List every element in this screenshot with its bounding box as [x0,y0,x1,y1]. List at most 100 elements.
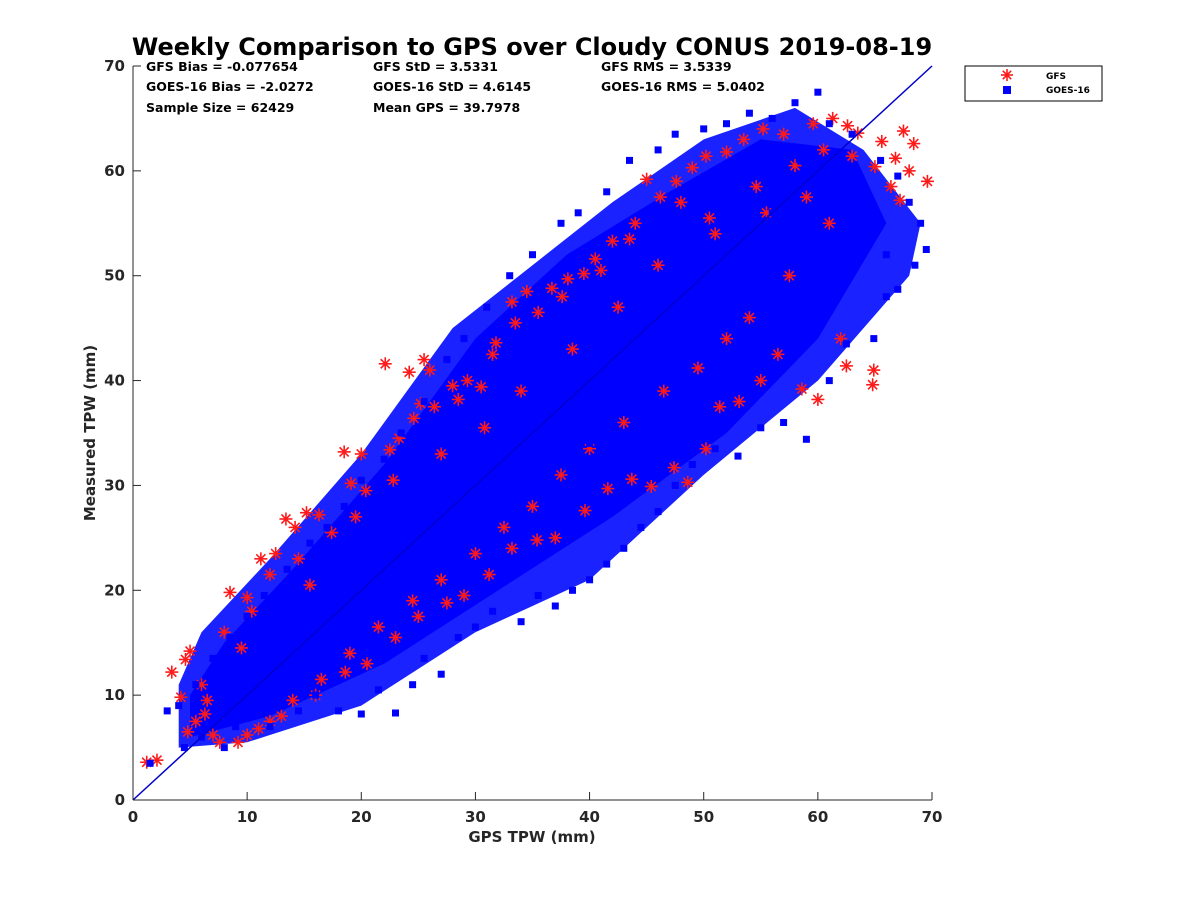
gfs-point [378,357,392,371]
gfs-point [457,589,471,603]
goes16-point [608,314,616,322]
goes16-point [551,602,559,610]
gfs-point [839,359,853,373]
gfs-point [360,657,374,671]
gfs-series [140,111,934,769]
gfs-point [451,392,465,406]
gfs-point [427,400,441,414]
gfs-point [702,211,716,225]
gfs-point [181,725,195,739]
goes16-point [654,508,662,516]
gfs-point [240,591,254,605]
gfs-point [667,461,681,475]
gfs-point [179,652,193,666]
gfs-point [520,284,534,298]
gfs-point [423,363,437,377]
gfs-point [223,585,237,599]
goes16-point [534,592,542,599]
stat-gfs-bias: GFS Bias = -0.077654 [146,59,298,74]
chart-title: Weekly Comparison to GPS over Cloudy CON… [132,33,932,61]
gfs-point [588,252,602,266]
goes16-point [335,565,342,573]
y-axis: 0 10 20 30 40 50 60 70 [104,57,141,809]
goes16-point [780,419,788,426]
gfs-point [691,361,705,375]
y-tick-label: 50 [104,267,125,285]
gfs-point [875,134,889,148]
gfs-point [653,190,667,204]
gfs-point [460,374,474,388]
goes16-point [848,130,856,138]
goes16-point [917,219,925,227]
goes16-point [894,172,902,180]
goes16-point [882,293,890,301]
gfs-point [174,690,188,704]
goes16-point [603,188,611,196]
gfs-point [845,149,859,163]
goes16-point [905,198,913,206]
goes16-point [757,293,765,301]
gfs-point [732,395,746,409]
goes16-point [163,707,171,715]
gfs-point [685,161,699,175]
legend-box [964,65,1103,102]
gfs-point [699,149,713,163]
goes16-point [825,377,833,385]
gfs-point [206,728,220,742]
gfs-point [720,332,734,346]
goes16-point [220,744,228,752]
goes16-point [232,723,240,731]
goes16-point [574,209,582,217]
goes16-point [243,613,251,620]
y-tick-label: 20 [104,581,125,599]
gfs-point [288,520,302,534]
y-tick-label: 30 [104,476,125,494]
goes16-point [837,219,845,227]
gfs-point [359,484,373,498]
gfs-point [478,421,492,435]
goes16-point [569,586,576,594]
x-tick-label: 20 [351,808,372,826]
goes16-point [814,251,822,259]
gfs-point [407,411,421,425]
goes16-point [700,125,708,133]
goes16-point [506,272,514,280]
gfs-point [605,234,619,248]
goes16-point [312,691,320,699]
gfs-point [617,416,631,430]
y-axis-label: Measured TPW (mm) [81,345,99,521]
gfs-point [708,227,722,241]
gfs-point [489,336,503,350]
goes16-point [842,340,850,348]
gfs-point [841,119,855,133]
goes16-point [586,440,594,447]
goes16-point [825,120,833,128]
goes16-point [791,99,799,107]
gfs-point [411,610,425,623]
goes16-point [414,586,422,594]
gfs-point [505,295,519,309]
goes16-point [643,377,651,385]
gfs-point [674,195,688,209]
gfs-point [788,159,802,173]
x-tick-label: 70 [922,808,943,826]
gfs-point [777,127,791,141]
legend-label-gfs: GFS [1046,72,1066,82]
gfs-point [482,568,496,582]
goes16-point [443,356,451,364]
gfs-point [795,382,809,396]
legend: GFS GOES-16 [964,65,1103,102]
goes16-point [922,246,930,253]
goes16-point [637,523,645,531]
gfs-point [561,272,575,286]
gfs-point [312,508,326,522]
x-axis: 0 10 20 30 40 50 60 70 [128,792,943,826]
goes16-point [198,728,205,736]
gfs-point [514,384,528,398]
gfs-point [811,392,825,406]
gfs-point [601,482,615,496]
x-tick-label: 0 [128,808,138,826]
stat-gfs-rms: GFS RMS = 3.5339 [601,59,732,74]
gfs-point [252,722,266,736]
gfs-point [240,728,254,742]
